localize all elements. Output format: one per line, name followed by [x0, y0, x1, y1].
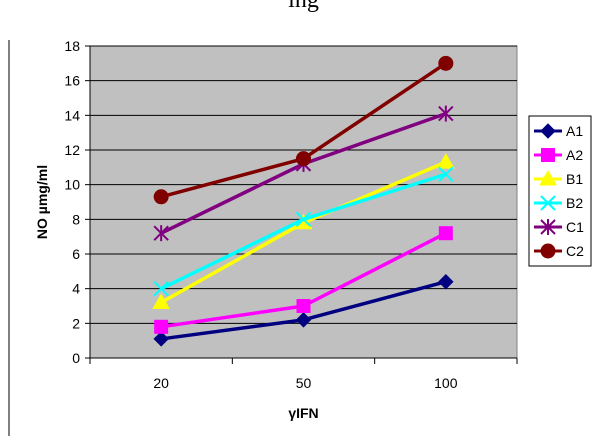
data-point-b1 — [152, 293, 171, 310]
data-point-a1 — [153, 331, 169, 347]
data-point-a2 — [296, 299, 311, 313]
data-point-a2 — [438, 226, 453, 241]
clipped-header-text: ing — [288, 0, 319, 13]
legend-marker-b2-stroke — [540, 195, 556, 211]
data-point-b2-stroke — [153, 280, 169, 297]
y-tick-label: 4 — [72, 281, 80, 297]
legend-label-b2: B2 — [566, 195, 583, 211]
data-point-c1 — [153, 225, 169, 242]
legend-marker-a2 — [541, 148, 555, 162]
data-point-b2 — [295, 211, 312, 228]
x-tick-label: 50 — [296, 375, 312, 391]
legend-marker-b1 — [539, 169, 557, 186]
x-axis-title: γIFN — [288, 405, 318, 421]
legend-marker-c1 — [540, 219, 556, 235]
y-tick-label: 10 — [64, 177, 80, 193]
data-point-b2-stroke — [438, 166, 454, 182]
data-point-a1 — [438, 274, 454, 290]
y-tick-label: 16 — [64, 73, 80, 89]
legend-marker-a1 — [540, 123, 556, 139]
legend-label-c2: C2 — [566, 243, 584, 259]
legend-box — [528, 115, 592, 267]
data-point-b2 — [153, 280, 169, 297]
legend-label-a1: A1 — [566, 123, 583, 139]
y-tick-label: 2 — [72, 315, 80, 331]
y-tick-label: 14 — [64, 107, 80, 123]
y-axis-title: NO µmg/ml — [34, 165, 50, 239]
data-point-c2 — [438, 55, 454, 71]
legend-label-c1: C1 — [566, 219, 584, 235]
x-tick-label: 100 — [434, 375, 458, 391]
y-tick-label: 18 — [64, 38, 80, 54]
data-point-c2 — [296, 151, 311, 167]
data-point-b2-stroke — [295, 211, 312, 228]
legend-marker-c2 — [540, 243, 556, 259]
x-tick-label: 20 — [153, 375, 169, 391]
data-point-b2 — [438, 166, 454, 182]
legend-label-b1: B1 — [566, 171, 583, 187]
y-tick-label: 8 — [72, 211, 80, 227]
data-point-c1 — [438, 105, 454, 122]
data-point-a2 — [154, 319, 169, 334]
y-tick-label: 6 — [72, 246, 80, 262]
legend-marker-b2 — [540, 195, 556, 211]
y-tick-label: 12 — [64, 142, 80, 158]
data-point-c2 — [153, 189, 169, 205]
data-point-b1 — [436, 153, 455, 169]
legend-label-a2: A2 — [566, 147, 583, 163]
y-tick-label: 0 — [72, 350, 80, 366]
data-point-a1 — [295, 312, 312, 328]
